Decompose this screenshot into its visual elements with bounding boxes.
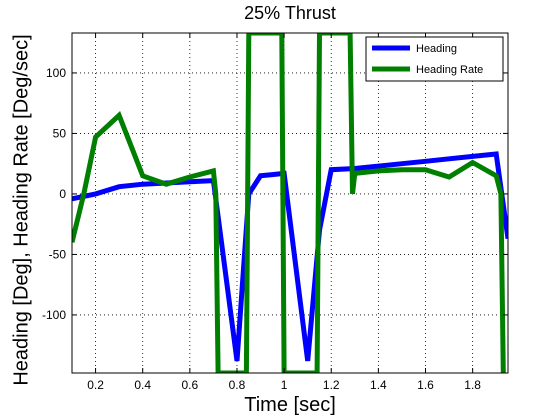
y-tick-label: 50 bbox=[53, 126, 67, 140]
tick-marks: 0.2 0.4 0.6 0.8 1 1.2 1.4 1.6 1.8 -100 -50 0 50 100 bbox=[42, 33, 508, 392]
y-tick-label: 100 bbox=[46, 66, 66, 80]
x-tick-label: 1.2 bbox=[323, 378, 340, 392]
legend: Heading Heading Rate bbox=[365, 36, 504, 82]
x-tick-label: 0.8 bbox=[229, 378, 246, 392]
x-tick-label: 1.6 bbox=[417, 378, 434, 392]
axes-frame bbox=[71, 32, 509, 374]
y-tick-label: 0 bbox=[59, 187, 66, 201]
series-group bbox=[72, 33, 508, 373]
legend-label-heading: Heading bbox=[416, 43, 457, 55]
x-tick-label: 1 bbox=[281, 378, 288, 392]
legend-box bbox=[365, 36, 504, 82]
x-tick-label: 1.4 bbox=[370, 378, 387, 392]
x-tick-label: 0.6 bbox=[181, 378, 198, 392]
x-tick-label: 0.4 bbox=[134, 378, 151, 392]
x-axis-label: Time [sec] bbox=[244, 394, 336, 416]
y-tick-label: -50 bbox=[49, 247, 67, 261]
series-line-1 bbox=[72, 33, 506, 373]
chart-title: 25% Thrust bbox=[244, 3, 336, 23]
legend-label-heading-rate: Heading Rate bbox=[416, 64, 483, 76]
x-tick-label: 1.8 bbox=[464, 378, 481, 392]
y-tick-label: -100 bbox=[42, 308, 66, 322]
x-tick-label: 0.2 bbox=[87, 378, 104, 392]
